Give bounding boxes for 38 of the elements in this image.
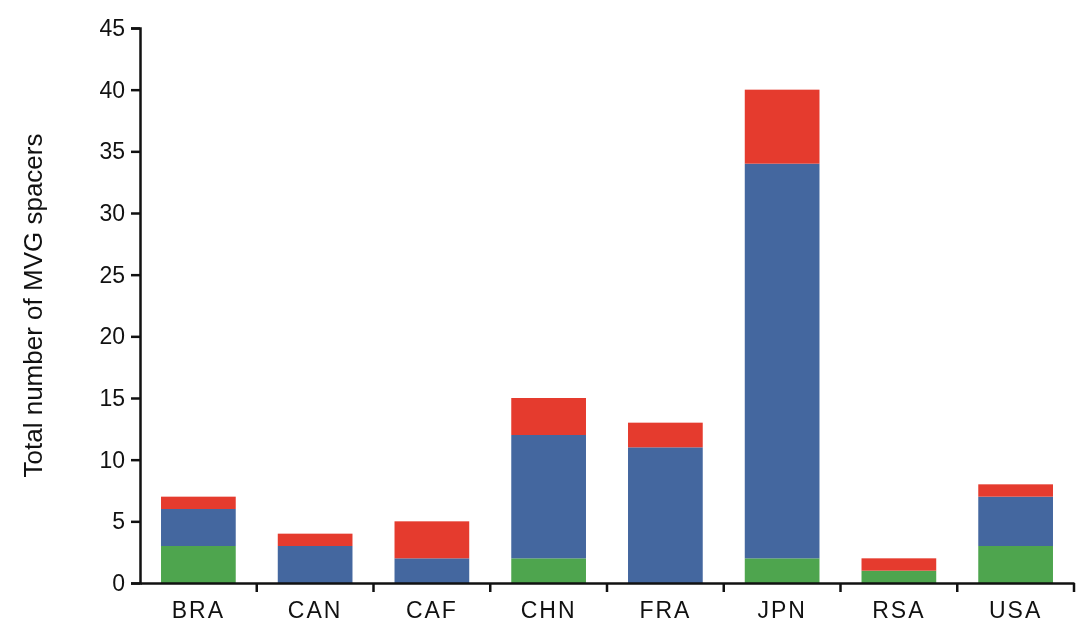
bar [978,496,1053,546]
x-tick-label: CAN [287,597,343,624]
x-tick-label: FRA [639,597,692,624]
bar [511,398,586,435]
bar [511,558,586,583]
y-tick-label: 10 [99,446,125,473]
x-tick-label: CAF [405,597,458,624]
bar [744,558,820,583]
x-tick-label: CHN [520,597,577,624]
bar [161,496,236,509]
bar [744,163,820,559]
y-tick-label: 35 [99,138,125,165]
y-tick-label: 5 [112,508,125,535]
y-tick-label: 20 [99,323,125,350]
bar [511,435,586,559]
x-tick-label: USA [988,597,1043,624]
y-tick-label: 0 [112,569,125,596]
bar [628,447,703,583]
bar [277,546,353,583]
y-tick-label: 45 [99,14,125,41]
y-axis-title: Total number of MVG spacers [18,133,48,478]
x-tick-label: JPN [757,597,807,624]
bar [978,484,1053,497]
bar [978,546,1053,583]
bar [161,509,236,546]
y-tick-label: 30 [99,199,125,226]
y-tick-label: 15 [99,384,125,411]
y-tick-label: 40 [99,76,125,103]
x-tick-label: BRA [171,597,226,624]
bar [744,89,820,164]
bar [394,558,470,583]
bar [394,521,470,559]
bar [277,533,353,546]
bar [861,558,937,571]
bar [161,546,236,583]
bar [628,422,703,448]
x-tick-label: RSA [872,597,926,624]
y-tick-label: 25 [99,261,125,288]
